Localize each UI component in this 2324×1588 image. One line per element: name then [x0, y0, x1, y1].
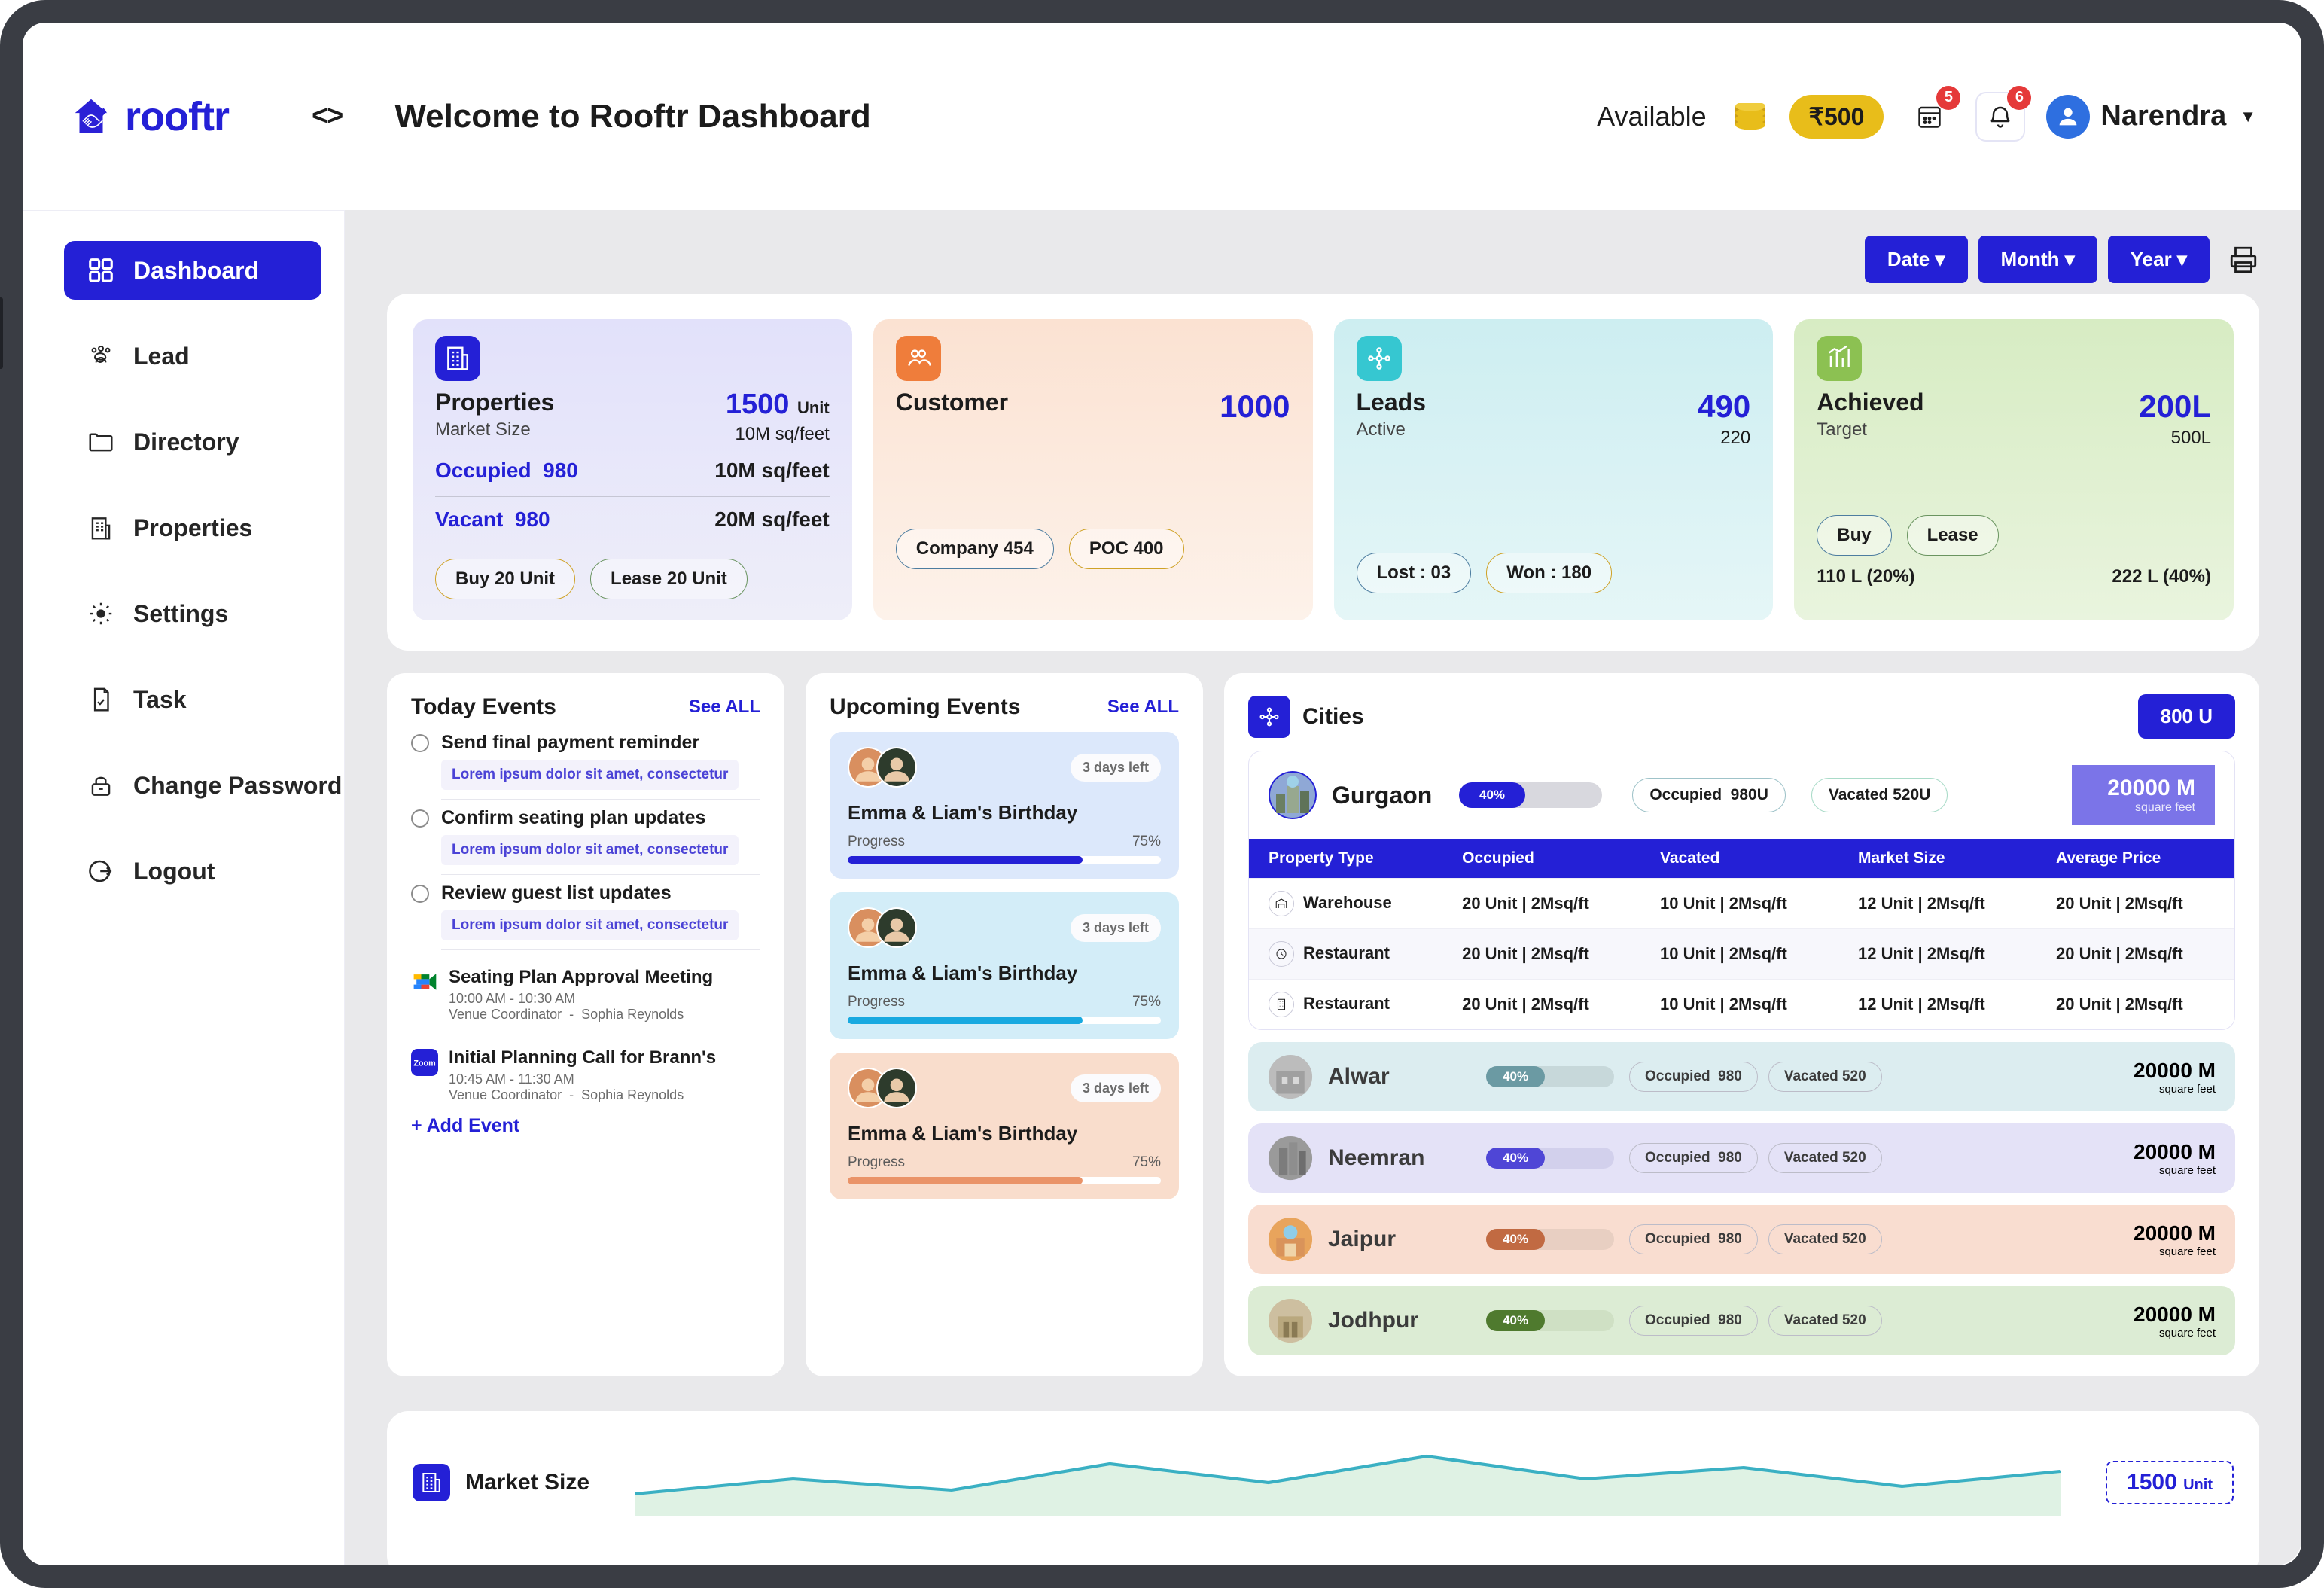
svg-text:Zoom: Zoom	[413, 1059, 435, 1068]
